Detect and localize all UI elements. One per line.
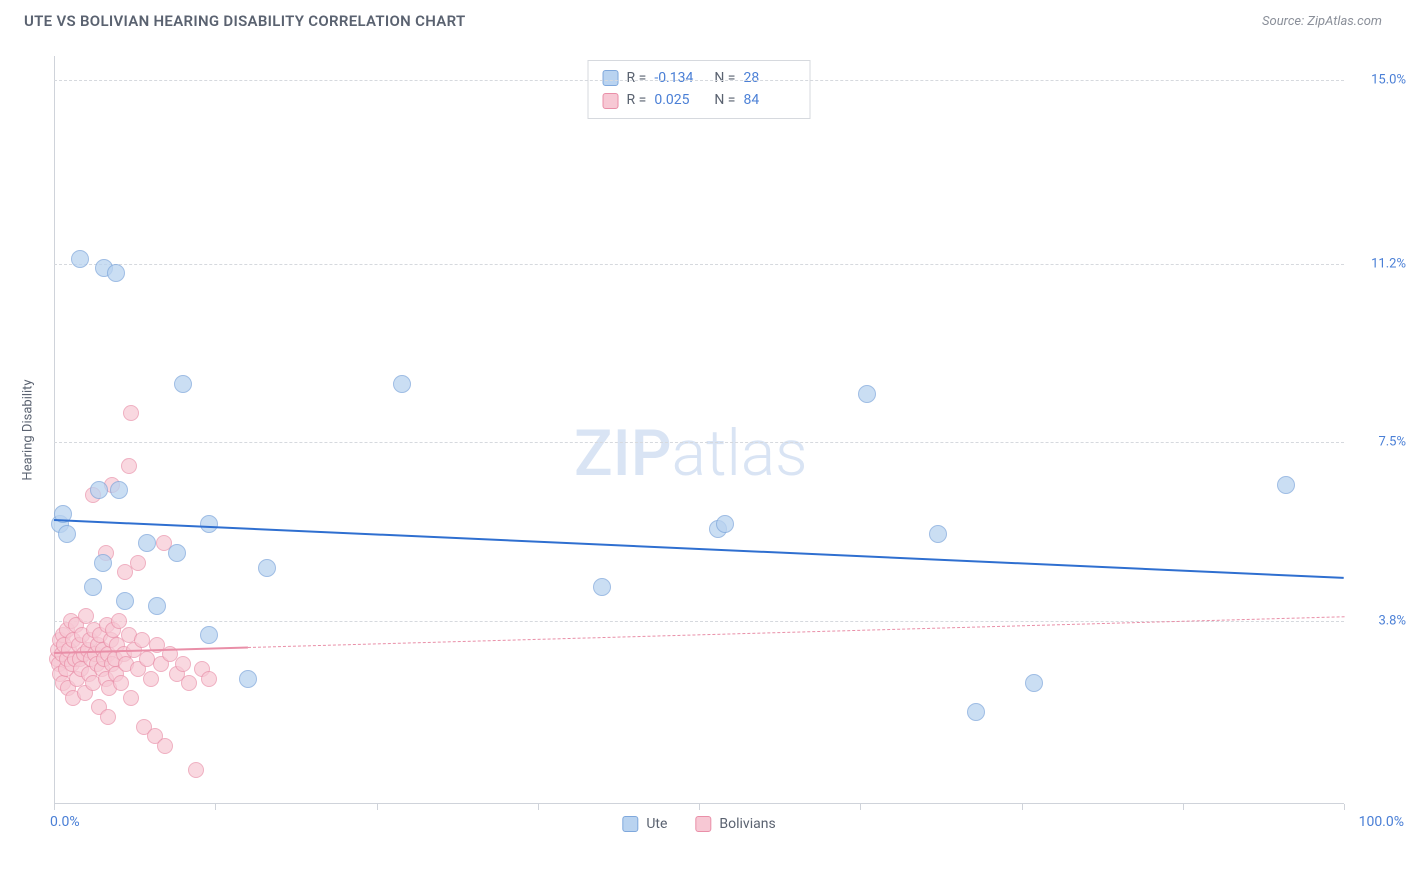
data-point: [134, 632, 150, 648]
x-tick: [1183, 804, 1184, 810]
data-point: [200, 515, 218, 533]
data-point: [858, 385, 876, 403]
legend-swatch: [622, 816, 638, 832]
data-point: [967, 703, 985, 721]
gridline: [54, 442, 1344, 443]
legend-series-item: Ute: [622, 816, 667, 832]
y-axis-label: Hearing Disability: [21, 379, 36, 480]
watermark: ZIPatlas: [574, 416, 808, 491]
legend-r-value: -0.134: [654, 67, 706, 89]
data-point: [157, 738, 173, 754]
data-point: [100, 709, 116, 725]
data-point: [138, 534, 156, 552]
watermark-rest: atlas: [672, 416, 808, 491]
gridline: [54, 80, 1344, 81]
legend-stats-row: R = 0.025 N = 84: [603, 89, 796, 111]
source-label: Source: ZipAtlas.com: [1262, 14, 1382, 29]
data-point: [123, 405, 139, 421]
data-point: [107, 264, 125, 282]
data-point: [111, 613, 127, 629]
legend-stats-row: R = -0.134 N = 28: [603, 67, 796, 89]
data-point: [181, 675, 197, 691]
gridline: [54, 264, 1344, 265]
data-point: [90, 481, 108, 499]
data-point: [143, 671, 159, 687]
data-point: [239, 670, 257, 688]
legend-n-value: 84: [743, 89, 795, 111]
legend-series-label: Bolivians: [719, 816, 775, 832]
data-point: [174, 375, 192, 393]
x-tick: [377, 804, 378, 810]
data-point: [593, 578, 611, 596]
chart-title: UTE VS BOLIVIAN HEARING DISABILITY CORRE…: [24, 12, 465, 30]
legend-n-label: N =: [714, 89, 735, 111]
data-point: [116, 592, 134, 610]
x-tick: [1022, 804, 1023, 810]
data-point: [200, 626, 218, 644]
data-point: [175, 656, 191, 672]
legend-r-value: 0.025: [654, 89, 706, 111]
x-axis-max-label: 100.0%: [1359, 814, 1404, 830]
data-point: [148, 597, 166, 615]
y-axis-line: [54, 56, 55, 804]
data-point: [110, 481, 128, 499]
legend-swatch: [695, 816, 711, 832]
data-point: [58, 525, 76, 543]
data-point: [168, 544, 186, 562]
x-axis-min-label: 0.0%: [50, 814, 80, 830]
data-point: [929, 525, 947, 543]
x-tick: [699, 804, 700, 810]
x-tick: [538, 804, 539, 810]
y-tick-label: 11.2%: [1371, 256, 1406, 271]
y-tick-label: 3.8%: [1378, 613, 1406, 628]
trend-line: [54, 519, 1344, 579]
legend-r-label: R =: [627, 89, 647, 111]
data-point: [716, 515, 734, 533]
data-point: [123, 690, 139, 706]
data-point: [94, 554, 112, 572]
data-point: [258, 559, 276, 577]
legend-series-label: Ute: [646, 816, 667, 832]
legend-n-label: N =: [714, 67, 735, 89]
data-point: [84, 578, 102, 596]
data-point: [113, 675, 129, 691]
legend-r-label: R =: [627, 67, 647, 89]
legend-swatch: [603, 93, 619, 109]
data-point: [121, 458, 137, 474]
legend-stats: R = -0.134 N = 28 R = 0.025 N = 84: [588, 60, 811, 119]
x-tick: [860, 804, 861, 810]
data-point: [201, 671, 217, 687]
data-point: [130, 555, 146, 571]
x-tick: [1344, 804, 1345, 810]
y-tick-label: 15.0%: [1371, 73, 1406, 88]
data-point: [71, 250, 89, 268]
x-tick: [54, 804, 55, 810]
data-point: [188, 762, 204, 778]
legend-swatch: [603, 70, 619, 86]
data-point: [393, 375, 411, 393]
data-point: [1025, 674, 1043, 692]
legend-n-value: 28: [743, 67, 795, 89]
watermark-bold: ZIP: [574, 416, 672, 491]
x-tick: [215, 804, 216, 810]
chart-plot-area: ZIPatlas R = -0.134 N = 28R = 0.025 N = 84 0.0…: [54, 56, 1344, 836]
data-point: [1277, 476, 1295, 494]
legend-series-item: Bolivians: [695, 816, 775, 832]
y-tick-label: 7.5%: [1378, 435, 1406, 450]
legend-series: Ute Bolivians: [622, 816, 775, 832]
